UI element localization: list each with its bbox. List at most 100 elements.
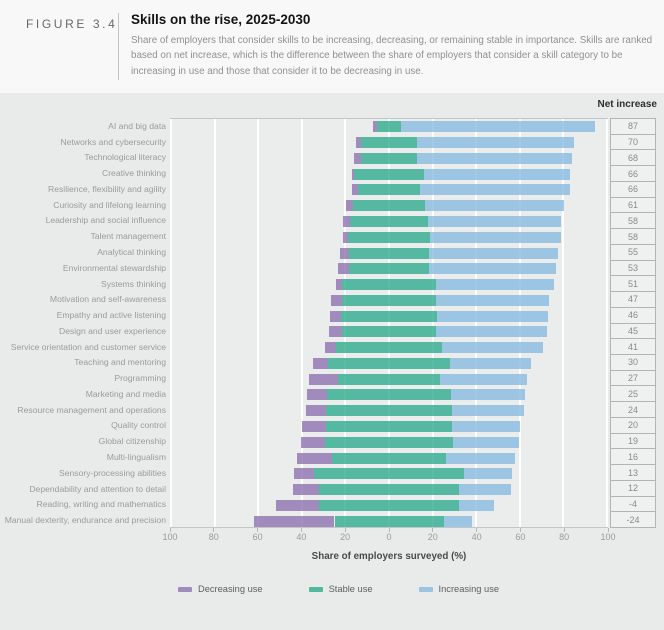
bar-row bbox=[171, 499, 607, 511]
net-value-cell: 45 bbox=[611, 322, 655, 339]
net-value-cell: 13 bbox=[611, 464, 655, 480]
bar-row bbox=[171, 373, 607, 385]
axis-tick-mark bbox=[607, 528, 609, 532]
net-value-cell: 19 bbox=[611, 432, 655, 449]
bar-row bbox=[171, 484, 607, 496]
bar-segment-increasing bbox=[419, 184, 570, 196]
bar-segment-decreasing bbox=[293, 484, 320, 496]
bar-segment-decreasing bbox=[339, 247, 349, 259]
legend-item-decreasing: Decreasing use bbox=[178, 584, 263, 594]
bar-segment-increasing bbox=[443, 515, 472, 527]
axis-tick-mark bbox=[257, 528, 259, 532]
net-value-cell: 70 bbox=[611, 133, 655, 150]
bar-segment-stable bbox=[347, 231, 431, 243]
category-label: Talent management bbox=[90, 231, 166, 242]
bar-segment-increasing bbox=[442, 342, 543, 354]
bar-segment-stable bbox=[337, 373, 441, 385]
bar-segment-decreasing bbox=[309, 373, 338, 385]
gridline bbox=[562, 119, 565, 527]
category-label: Programming bbox=[114, 373, 166, 384]
bar-segment-decreasing bbox=[337, 263, 349, 275]
bar-segment-stable bbox=[348, 263, 430, 275]
x-tick-label: 40 bbox=[296, 532, 307, 542]
gridline bbox=[213, 119, 216, 527]
x-tick-label: 20 bbox=[427, 532, 438, 542]
stable-use-swatch-icon bbox=[308, 586, 323, 592]
bar-row bbox=[171, 357, 607, 369]
x-axis-ticks: 100 80 60 40 20 0 20 40 60 80 100 bbox=[162, 528, 616, 544]
bar-segment-stable bbox=[313, 468, 465, 480]
bar-segment-stable bbox=[342, 279, 436, 291]
decreasing-use-swatch-icon bbox=[178, 586, 192, 592]
category-label: Resource management and operations bbox=[17, 404, 166, 415]
bar-segment-increasing bbox=[453, 436, 519, 448]
bar-segment-increasing bbox=[430, 231, 562, 243]
gridline bbox=[300, 119, 303, 527]
net-value-cell: 25 bbox=[611, 385, 655, 401]
net-value-cell: 61 bbox=[611, 196, 655, 213]
bar-segment-stable bbox=[348, 247, 430, 259]
axis-tick-mark bbox=[300, 528, 302, 532]
bar-row bbox=[171, 294, 607, 306]
bar-row bbox=[171, 342, 607, 354]
bar-segment-decreasing bbox=[329, 326, 343, 338]
bar-segment-decreasing bbox=[351, 168, 355, 180]
category-label: Service orientation and customer service bbox=[10, 341, 166, 352]
bar-segment-stable bbox=[377, 121, 401, 133]
header-divider bbox=[118, 13, 119, 80]
bar-segment-decreasing bbox=[372, 121, 377, 133]
net-value-cell: 12 bbox=[611, 479, 655, 496]
bar-segment-decreasing bbox=[351, 184, 359, 196]
x-axis-title: Share of employers surveyed (%) bbox=[311, 551, 467, 562]
bar-segment-decreasing bbox=[343, 216, 350, 227]
category-label: Sensory-processing abilities bbox=[59, 467, 166, 478]
bar-segment-decreasing bbox=[253, 515, 335, 527]
legend-item-increasing: Increasing use bbox=[418, 584, 499, 594]
figure-header: FIGURE 3.4 Skills on the rise, 2025-2030… bbox=[0, 0, 664, 93]
bar-segment-decreasing bbox=[346, 200, 354, 212]
bar-segment-stable bbox=[326, 389, 452, 401]
bar-row bbox=[171, 231, 607, 243]
bar-segment-stable bbox=[334, 515, 444, 527]
increasing-use-swatch-icon bbox=[418, 586, 433, 592]
gridline bbox=[388, 119, 390, 527]
gridline bbox=[257, 119, 260, 527]
category-label: Marketing and media bbox=[85, 388, 166, 399]
gridline bbox=[606, 119, 608, 527]
net-value-cell: 46 bbox=[611, 306, 655, 323]
bar-segment-decreasing bbox=[335, 279, 343, 291]
net-increase-column: 87 70 68 66 66 61 58 58 55 53 51 47 46 45 41 30 27 25 24 20… bbox=[610, 118, 656, 528]
category-label: Reading, writing and mathematics bbox=[36, 499, 166, 510]
axis-tick-mark bbox=[169, 528, 171, 532]
bar-row bbox=[171, 421, 607, 432]
axis-tick-mark bbox=[344, 528, 346, 532]
bar-segment-increasing bbox=[436, 310, 549, 322]
bar-row bbox=[171, 152, 607, 164]
category-label: Manual dexterity, endurance and precisio… bbox=[4, 515, 166, 526]
category-label: Design and user experience bbox=[58, 325, 166, 336]
bar-segment-increasing bbox=[435, 294, 550, 306]
bar-row bbox=[171, 247, 607, 259]
bar-segment-stable bbox=[327, 357, 451, 369]
category-label: Technological literacy bbox=[84, 152, 166, 163]
gridline bbox=[431, 119, 434, 527]
bar-segment-increasing bbox=[458, 499, 494, 511]
bar-segment-increasing bbox=[451, 389, 526, 401]
bar-row bbox=[171, 326, 607, 338]
x-tick-label: 100 bbox=[600, 532, 616, 542]
category-label: AI and big data bbox=[108, 120, 166, 131]
bar-segment-increasing bbox=[445, 452, 516, 464]
bar-segment-decreasing bbox=[297, 452, 333, 464]
bar-segment-increasing bbox=[458, 484, 512, 496]
x-tick-label: 80 bbox=[559, 532, 570, 542]
category-label: Systems thinking bbox=[101, 278, 166, 289]
category-label: Teaching and mentoring bbox=[74, 357, 166, 368]
category-label: Resilience, flexibility and agility bbox=[48, 183, 166, 194]
bar-segment-decreasing bbox=[312, 357, 328, 369]
x-tick-label: 40 bbox=[471, 532, 482, 542]
bar-segment-increasing bbox=[429, 247, 558, 259]
axis-tick-mark bbox=[432, 528, 434, 532]
bar-segment-decreasing bbox=[343, 231, 348, 243]
net-value-cell: 24 bbox=[611, 401, 655, 417]
